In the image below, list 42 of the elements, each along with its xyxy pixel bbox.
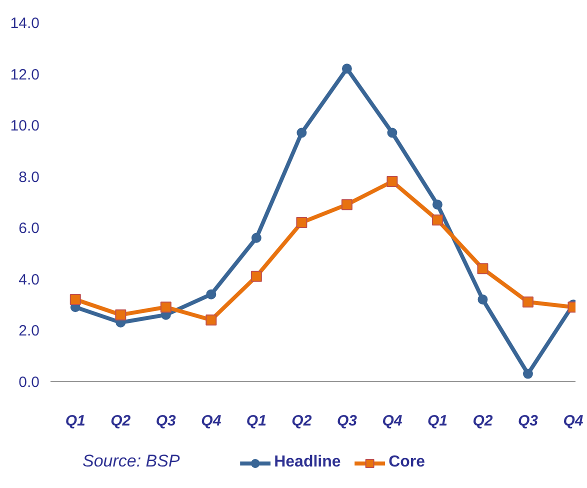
point: [522, 368, 533, 379]
point: [432, 214, 443, 226]
y-tick-label: 14.0: [10, 15, 40, 32]
point: [342, 64, 352, 74]
y-tick-label: 12.0: [10, 66, 40, 84]
legend-label: Core: [388, 454, 426, 470]
point: [296, 128, 307, 138]
x-tick-label: Q2: [472, 412, 494, 430]
point: [160, 302, 172, 313]
x-tick-label: Q3: [156, 412, 177, 430]
x-tick-label: Q4: [201, 412, 222, 430]
x-tick-label: Q3: [518, 412, 539, 430]
point: [70, 294, 81, 305]
point: [386, 176, 398, 187]
point: [478, 294, 488, 304]
y-tick-label: 10.0: [10, 118, 40, 135]
x-tick-label: Q3: [336, 412, 358, 430]
y-tick-label: 6.0: [18, 220, 40, 238]
point: [251, 232, 262, 243]
x-tick-label: Q4: [382, 412, 403, 430]
point: [387, 128, 398, 138]
point: [250, 270, 262, 282]
x-tick-label: Q1: [65, 412, 86, 430]
x-tick-label: Q4: [563, 412, 584, 430]
point: [522, 296, 534, 308]
x-tick-label: Q2: [292, 412, 312, 430]
point: [206, 289, 216, 300]
y-tick-label: 4.0: [18, 271, 40, 288]
y-tick-label: 8.0: [18, 168, 40, 186]
y-tick-label: 0.0: [18, 374, 40, 391]
x-tick-label: Q1: [246, 412, 266, 430]
x-tick-label: Q1: [427, 412, 448, 430]
x-tick-label: Q2: [110, 412, 132, 430]
point: [341, 199, 352, 210]
y-tick-label: 2.0: [18, 322, 40, 340]
point: [115, 309, 126, 320]
point: [477, 263, 488, 274]
source-note: Source: BSP: [82, 452, 180, 470]
legend-label: Headline: [274, 454, 341, 470]
point: [206, 314, 217, 326]
point: [432, 200, 442, 210]
point: [296, 217, 308, 228]
